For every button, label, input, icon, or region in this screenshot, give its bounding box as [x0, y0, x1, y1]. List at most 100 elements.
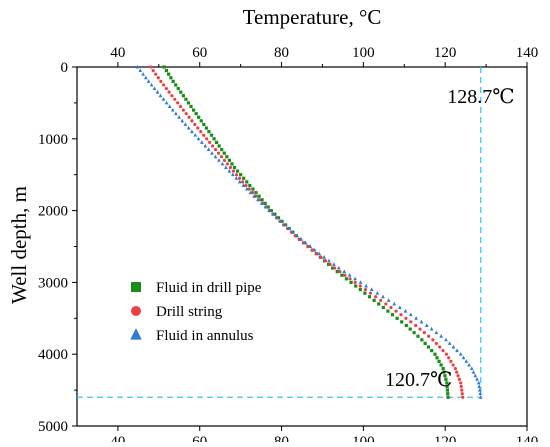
- data-point: [149, 82, 154, 87]
- plot-frame: [76, 66, 528, 427]
- legend: Fluid in drill pipe Drill string Fluid in …: [130, 280, 262, 344]
- data-point: [434, 341, 438, 346]
- data-point: [199, 119, 203, 123]
- data-point: [199, 130, 203, 134]
- data-point: [449, 359, 453, 363]
- data-point: [287, 226, 291, 231]
- x-tick-label-bottom: 80: [274, 434, 289, 442]
- data-point: [445, 381, 449, 385]
- x-tick-label-bottom: 40: [110, 434, 125, 442]
- y-tick-label: 1000: [38, 132, 68, 148]
- data-point: [477, 384, 482, 388]
- data-point: [222, 158, 227, 162]
- data-point: [386, 309, 390, 313]
- data-point: [446, 395, 450, 399]
- data-point: [215, 140, 219, 144]
- annotation-label: 120.7℃: [385, 369, 452, 391]
- data-point: [266, 205, 270, 209]
- data-point: [314, 252, 318, 256]
- data-point: [420, 338, 424, 342]
- data-point: [403, 308, 408, 313]
- data-point: [216, 151, 221, 155]
- data-point: [458, 351, 463, 356]
- data-point: [395, 316, 399, 320]
- data-point: [190, 129, 194, 134]
- data-point: [202, 122, 206, 127]
- data-point: [419, 319, 424, 324]
- data-point: [384, 302, 388, 306]
- data-point: [206, 147, 211, 152]
- data-point: [379, 298, 383, 302]
- data-point: [193, 133, 198, 137]
- data-point: [435, 356, 439, 360]
- data-point: [228, 165, 233, 170]
- data-point: [191, 108, 196, 112]
- data-point: [455, 370, 459, 374]
- data-point: [333, 266, 337, 270]
- data-point: [404, 323, 408, 328]
- data-point: [230, 162, 234, 166]
- data-point: [347, 273, 352, 277]
- data-point: [408, 327, 412, 331]
- data-point: [469, 366, 474, 371]
- x-tick-label: 40: [110, 45, 125, 61]
- data-point: [336, 265, 341, 270]
- data-point: [426, 345, 431, 349]
- data-point: [399, 313, 403, 317]
- legend-item: Drill string: [131, 304, 223, 320]
- data-point: [167, 90, 171, 94]
- data-point: [427, 334, 431, 338]
- data-point: [477, 387, 482, 392]
- data-point: [457, 377, 461, 381]
- data-point: [224, 165, 228, 169]
- data-point: [217, 144, 221, 148]
- data-point: [438, 345, 442, 349]
- data-point: [338, 270, 342, 274]
- data-point: [187, 115, 191, 119]
- data-point: [322, 255, 326, 259]
- legend-label: Fluid in annulus: [156, 328, 254, 344]
- data-point: [220, 147, 224, 152]
- data-point: [210, 150, 214, 155]
- data-point: [227, 168, 232, 173]
- data-point: [445, 388, 450, 392]
- axis-ticks: 40 40 60 60 80 80 100 100 120 120 140 140 0 1000 2000 3…: [38, 45, 538, 447]
- data-point: [197, 115, 201, 119]
- data-point: [446, 392, 450, 396]
- data-point: [308, 244, 313, 248]
- data-point: [186, 101, 191, 105]
- data-point: [263, 204, 268, 209]
- data-point: [235, 169, 240, 173]
- data-point: [225, 155, 229, 159]
- data-point: [464, 359, 469, 363]
- data-point: [433, 352, 437, 356]
- data-point: [348, 277, 352, 281]
- data-point: [267, 208, 272, 213]
- data-point: [460, 388, 464, 392]
- data-point: [282, 222, 287, 227]
- data-point: [184, 97, 188, 101]
- y-tick-label: 0: [61, 60, 69, 76]
- data-point: [358, 284, 362, 288]
- data-point: [176, 101, 180, 105]
- data-point: [414, 316, 418, 320]
- data-point: [441, 366, 445, 371]
- data-point: [237, 179, 242, 184]
- legend-marker: [131, 282, 141, 292]
- data-point: [196, 136, 201, 141]
- data-point: [418, 327, 422, 331]
- data-point: [178, 104, 183, 109]
- data-point: [273, 212, 277, 216]
- legend-item: Fluid in annulus: [130, 328, 254, 344]
- x-axis-title: Temperature, °C: [243, 5, 382, 29]
- data-point: [138, 68, 143, 73]
- data-point: [263, 201, 267, 206]
- x-tick-label: 100: [352, 45, 375, 61]
- data-point: [375, 290, 380, 295]
- data-point: [374, 295, 378, 299]
- data-point: [183, 122, 188, 126]
- data-point: [217, 158, 221, 162]
- x-tick-label: 60: [192, 45, 207, 61]
- data-point: [256, 197, 260, 202]
